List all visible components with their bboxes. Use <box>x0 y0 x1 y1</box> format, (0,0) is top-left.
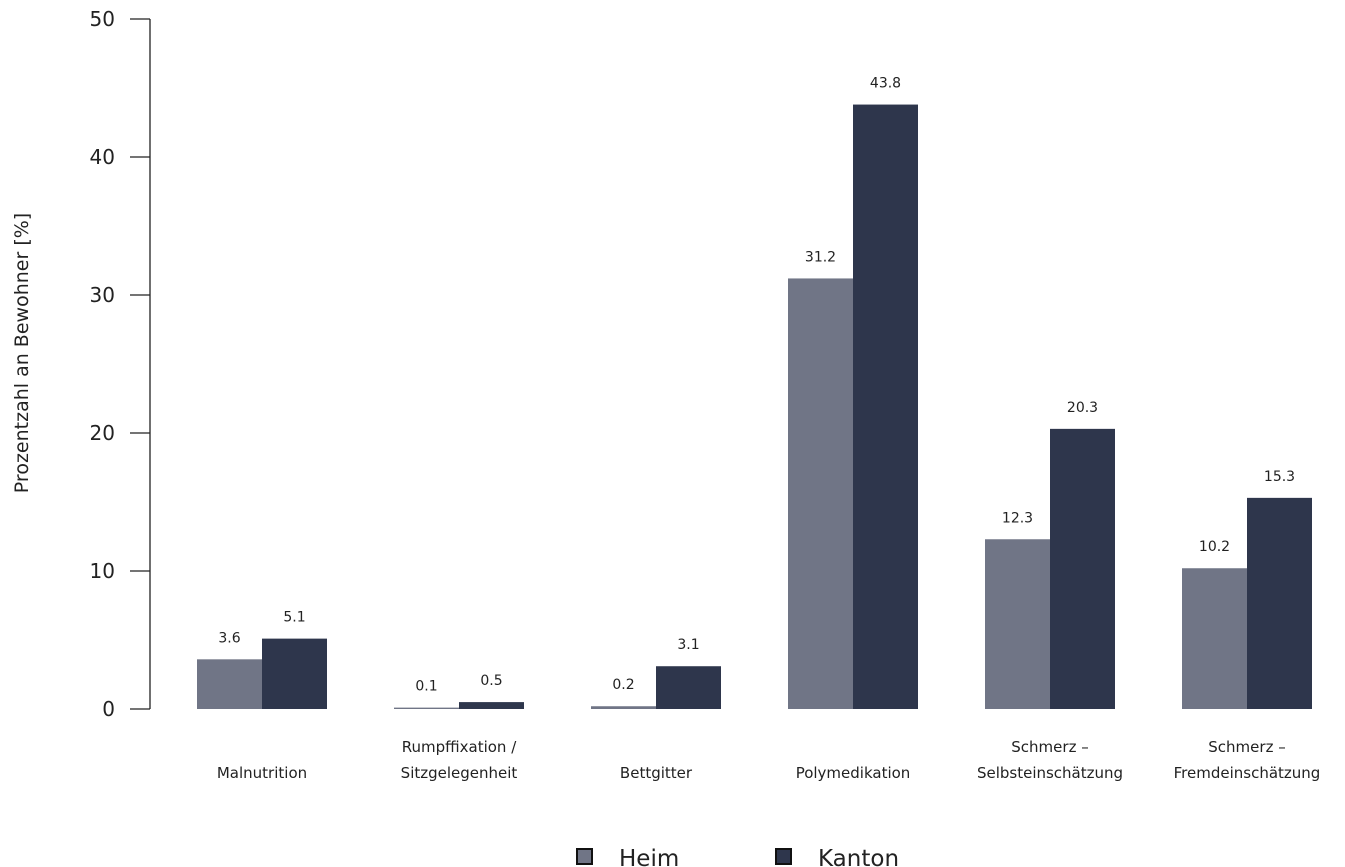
y-tick-label: 50 <box>90 7 115 31</box>
category-label: Polymedikation <box>796 764 911 782</box>
bar-heim <box>1182 568 1247 709</box>
category-label: Bettgitter <box>620 764 693 782</box>
data-label: 20.3 <box>1067 400 1098 416</box>
y-tick-label: 10 <box>90 559 115 583</box>
data-label: 15.3 <box>1264 469 1295 485</box>
y-axis: 0 10 20 30 40 50 <box>90 7 151 721</box>
data-label: 31.2 <box>805 249 836 265</box>
data-labels: 3.6 5.1 0.1 0.5 0.2 3.1 31.2 43.8 12.3 20.3 10.2 15… <box>218 76 1295 695</box>
bar-kanton <box>853 104 918 709</box>
data-label: 43.8 <box>870 76 901 92</box>
legend-item-heim: Heim <box>576 846 679 867</box>
bar-kanton <box>1247 497 1312 709</box>
data-label: 12.3 <box>1002 510 1033 526</box>
bar-kanton <box>262 638 327 709</box>
legend-swatch <box>775 848 792 865</box>
bar-kanton <box>1050 428 1115 709</box>
legend: Heim Kanton <box>576 846 899 867</box>
bar-heim <box>985 539 1050 709</box>
x-axis-labels: Malnutrition Rumpffixation / Sitzgelegenhe… <box>217 738 1320 782</box>
y-tick-label: 40 <box>90 145 115 169</box>
bar-kanton <box>459 702 524 709</box>
legend-label: Kanton <box>818 846 899 867</box>
bar-heim <box>788 278 853 709</box>
data-label: 0.2 <box>612 677 634 693</box>
data-label: 5.1 <box>283 610 305 626</box>
category-label: Malnutrition <box>217 764 307 782</box>
y-tick-label: 0 <box>102 697 115 721</box>
data-label: 0.1 <box>415 679 437 695</box>
data-label: 10.2 <box>1199 539 1230 555</box>
category-label: Schmerz – Fremdeinschätzung <box>1174 738 1321 782</box>
legend-label: Heim <box>619 846 679 867</box>
legend-swatch <box>576 848 593 865</box>
data-label: 3.1 <box>677 637 699 653</box>
y-axis-title: Prozentzahl an Bewohner [%] <box>11 213 33 493</box>
bar-kanton <box>656 666 721 709</box>
y-tick-label: 20 <box>90 421 115 445</box>
legend-item-kanton: Kanton <box>775 846 899 867</box>
category-label: Schmerz – Selbsteinschätzung <box>977 738 1123 782</box>
bar-heim <box>591 706 656 709</box>
category-label: Rumpffixation / Sitzgelegenheit <box>401 738 518 782</box>
y-tick-label: 30 <box>90 283 115 307</box>
bar-heim <box>197 659 262 709</box>
bar-heim <box>394 707 459 709</box>
data-label: 3.6 <box>218 630 240 646</box>
bars <box>197 104 1312 709</box>
data-label: 0.5 <box>480 673 502 689</box>
